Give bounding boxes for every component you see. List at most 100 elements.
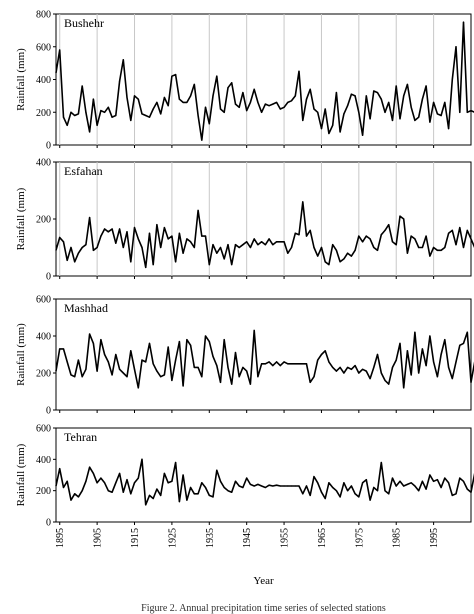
series-line-tehran: [55, 458, 474, 506]
data-point: [283, 361, 285, 363]
data-point: [268, 238, 270, 240]
data-point: [253, 485, 255, 487]
data-point: [358, 111, 360, 113]
y-axis-label: Rainfall (mm): [15, 323, 27, 386]
data-point: [104, 353, 106, 356]
data-point: [339, 496, 341, 498]
data-point: [298, 234, 300, 236]
data-point: [182, 385, 184, 387]
data-point: [391, 241, 394, 243]
data-point: [141, 113, 143, 115]
data-point: [324, 261, 326, 263]
data-point: [204, 106, 207, 108]
data-point: [283, 485, 285, 487]
data-point: [148, 232, 151, 234]
x-tick-label: 1975: [354, 528, 365, 548]
data-point: [414, 238, 416, 240]
data-point: [201, 235, 203, 237]
data-point: [257, 376, 259, 378]
data-point: [234, 103, 237, 105]
data-point: [335, 92, 338, 94]
data-point: [219, 108, 222, 110]
data-point: [219, 480, 222, 482]
data-point: [223, 486, 225, 489]
data-point: [369, 118, 371, 120]
data-point: [182, 252, 184, 254]
data-point: [163, 226, 166, 229]
data-point: [77, 359, 80, 361]
data-point: [455, 244, 457, 246]
data-point: [418, 490, 420, 492]
data-point: [66, 259, 68, 261]
data-point: [317, 482, 319, 484]
y-tick-label: 400: [36, 75, 51, 86]
data-point: [388, 493, 390, 495]
data-point: [178, 501, 180, 503]
data-point: [59, 348, 61, 350]
data-point: [81, 376, 83, 378]
data-point: [55, 370, 57, 372]
data-point: [216, 469, 218, 471]
data-point: [152, 108, 154, 110]
data-point: [118, 80, 121, 82]
data-point: [104, 111, 106, 113]
y-tick-label: 0: [46, 141, 51, 152]
data-point: [122, 491, 124, 493]
data-point: [347, 252, 349, 254]
data-point: [59, 468, 61, 470]
data-point: [347, 105, 349, 107]
data-point: [189, 95, 192, 97]
data-point: [227, 366, 229, 369]
data-point: [313, 246, 315, 249]
data-point: [253, 88, 255, 90]
data-point: [261, 241, 263, 243]
data-point: [201, 376, 203, 378]
data-point: [309, 88, 311, 90]
data-point: [373, 486, 375, 489]
data-point: [171, 75, 173, 77]
data-point: [163, 374, 166, 376]
data-point: [343, 258, 345, 260]
data-point: [234, 480, 237, 482]
data-point: [317, 359, 319, 361]
data-point: [264, 244, 266, 246]
data-point: [395, 359, 397, 361]
y-tick-label: 200: [36, 486, 51, 497]
data-point: [231, 82, 233, 84]
data-point: [115, 482, 117, 484]
data-point: [130, 350, 132, 352]
data-point: [133, 95, 136, 97]
x-axis-label: Year: [253, 575, 274, 587]
data-point: [287, 363, 289, 365]
data-point: [462, 480, 465, 482]
data-point: [55, 485, 57, 487]
data-point: [264, 486, 266, 489]
data-point: [257, 101, 259, 104]
data-point: [111, 116, 113, 118]
data-point: [118, 228, 121, 230]
data-point: [62, 486, 65, 489]
data-point: [111, 374, 113, 376]
data-point: [466, 229, 468, 231]
data-point: [324, 497, 326, 500]
data-point: [305, 98, 308, 100]
data-point: [365, 235, 367, 237]
data-point: [89, 131, 91, 133]
data-point: [279, 241, 281, 243]
data-point: [133, 226, 136, 229]
data-point: [141, 359, 143, 361]
data-point: [391, 119, 394, 122]
data-point: [197, 493, 199, 495]
data-point: [272, 485, 274, 487]
data-point: [384, 490, 386, 492]
data-point: [107, 231, 109, 233]
data-point: [89, 333, 91, 335]
y-tick-label: 400: [36, 158, 51, 169]
data-point: [358, 235, 360, 237]
data-point: [421, 246, 423, 249]
data-point: [186, 238, 188, 240]
data-point: [223, 339, 225, 341]
data-point: [470, 238, 472, 240]
data-point: [436, 376, 438, 378]
data-point: [440, 249, 442, 251]
